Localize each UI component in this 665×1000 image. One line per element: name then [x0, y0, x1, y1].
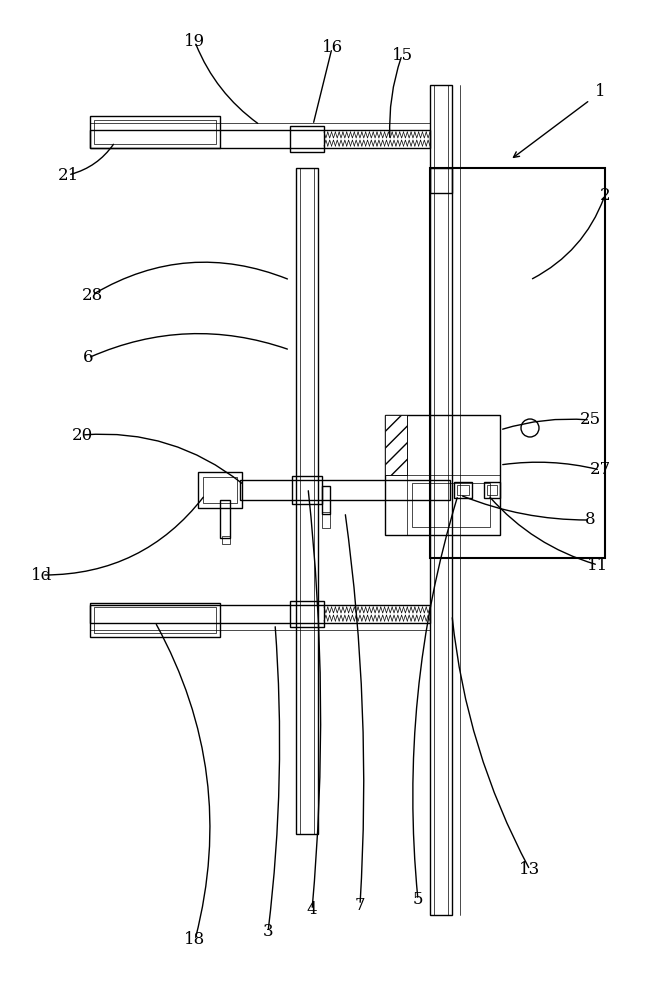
Bar	[412, 483, 490, 527]
Text: 1: 1	[595, 84, 605, 101]
Bar	[322, 486, 330, 514]
Text: 11: 11	[587, 556, 608, 574]
Text: 3: 3	[263, 924, 273, 940]
Bar	[90, 116, 220, 148]
Bar	[203, 477, 237, 503]
Bar	[430, 168, 452, 193]
Bar	[90, 603, 220, 637]
Bar	[487, 485, 497, 495]
Text: 13: 13	[519, 861, 541, 879]
Bar	[94, 120, 216, 144]
Bar	[385, 415, 407, 475]
Bar	[90, 623, 430, 630]
Bar	[220, 500, 230, 538]
Bar	[454, 482, 472, 498]
Bar	[430, 85, 452, 915]
Bar	[290, 601, 324, 627]
Bar	[90, 123, 430, 130]
Text: 19: 19	[184, 33, 205, 50]
Text: 7: 7	[354, 896, 365, 914]
Bar	[457, 485, 469, 495]
Bar	[484, 482, 500, 498]
Bar	[322, 512, 330, 528]
Text: 15: 15	[392, 46, 412, 64]
Bar	[290, 126, 324, 152]
Text: 4: 4	[307, 902, 317, 918]
Text: 8: 8	[585, 512, 595, 528]
Text: 6: 6	[82, 350, 93, 366]
Bar	[90, 605, 430, 623]
Text: 5: 5	[413, 892, 423, 908]
Text: 16: 16	[321, 39, 342, 56]
Text: 21: 21	[57, 166, 78, 184]
Text: 2: 2	[600, 186, 610, 204]
Bar	[430, 168, 605, 558]
Text: 20: 20	[71, 426, 92, 444]
Bar	[94, 607, 216, 633]
Text: 25: 25	[579, 412, 600, 428]
Bar	[198, 472, 242, 508]
Bar	[240, 480, 450, 500]
Text: 1d: 1d	[31, 566, 53, 584]
Bar	[296, 168, 318, 834]
Bar	[222, 536, 230, 544]
Text: 28: 28	[81, 286, 102, 304]
Text: 27: 27	[589, 462, 610, 479]
Bar	[385, 415, 500, 535]
Bar	[292, 476, 322, 504]
Bar	[90, 130, 430, 148]
Text: 18: 18	[184, 932, 205, 948]
